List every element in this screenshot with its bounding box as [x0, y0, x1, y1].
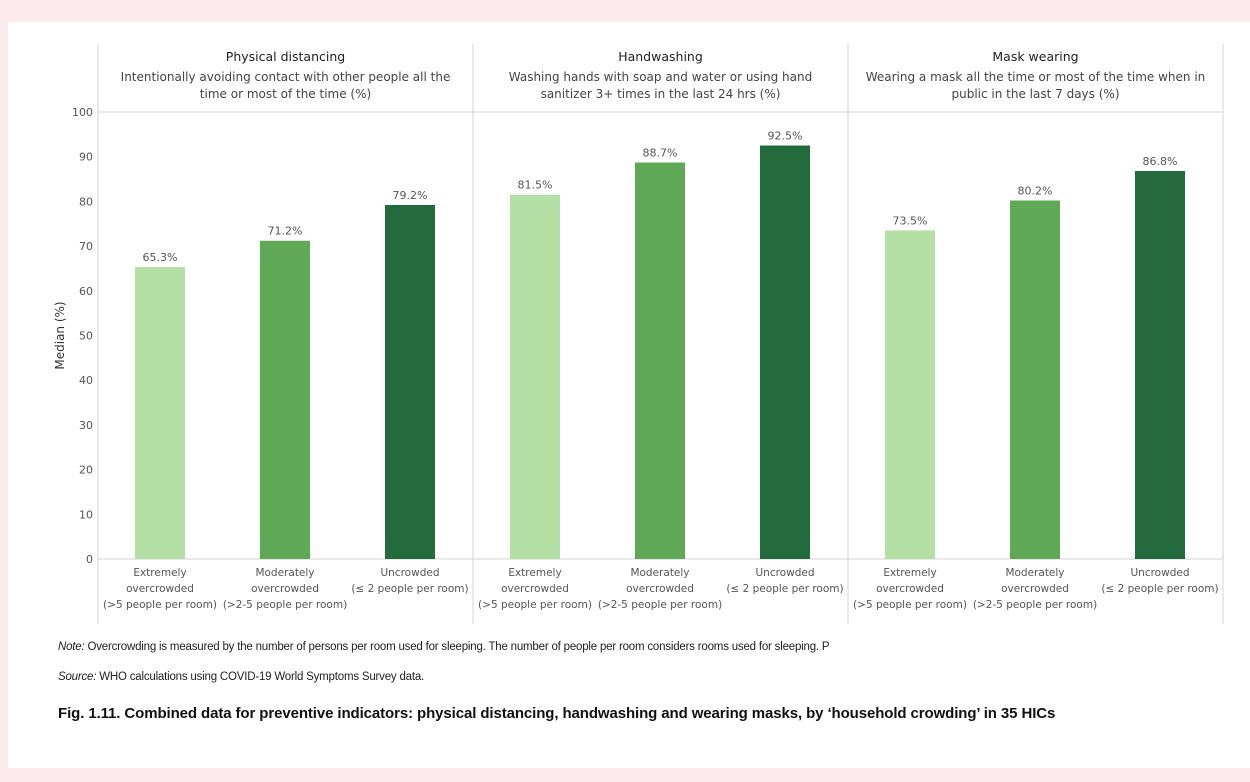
data-label: 88.7% [643, 147, 678, 160]
x-tick-label: (>5 people per room) [103, 599, 217, 611]
panel-title: Mask wearing [992, 49, 1078, 64]
data-label: 71.2% [268, 225, 303, 238]
panel-subtitle: public in the last 7 days (%) [952, 87, 1120, 101]
x-tick-label: Moderately [1005, 567, 1064, 579]
panel-title: Physical distancing [226, 49, 345, 64]
y-axis-label: Median (%) [53, 301, 67, 369]
panel-subtitle: Intentionally avoiding contact with othe… [121, 70, 451, 84]
x-tick-label: Uncrowded [380, 567, 439, 579]
x-tick-label: (>5 people per room) [853, 599, 967, 611]
data-label: 79.2% [393, 189, 428, 202]
bar [260, 240, 310, 559]
bar [1010, 200, 1060, 560]
x-tick-label: overcrowded [126, 583, 194, 595]
x-tick-label: (>2-5 people per room) [973, 599, 1097, 611]
panel-subtitle: sanitizer 3+ times in the last 24 hrs (%… [541, 87, 781, 101]
data-label: 80.2% [1018, 185, 1053, 198]
data-label: 65.3% [143, 251, 178, 264]
x-tick-label: (≤ 2 people per room) [726, 583, 843, 595]
x-tick-label: (≤ 2 people per room) [1101, 583, 1218, 595]
x-tick-label: Uncrowded [1130, 567, 1189, 579]
data-label: 92.5% [768, 130, 803, 143]
chart-card: 0 10 20 30 40 50 60 70 80 90 100 Median (%) Physical… [8, 22, 1250, 768]
y-tick-label: 60 [79, 285, 93, 298]
x-tick-label: Extremely [133, 567, 186, 579]
data-label: 73.5% [893, 214, 928, 227]
bar [760, 145, 810, 559]
note-text: Overcrowding is measured by the number o… [84, 641, 830, 653]
x-tick-label: Extremely [883, 567, 936, 579]
x-tick-label: Uncrowded [755, 567, 814, 579]
bar [135, 267, 185, 559]
figure-caption: Fig. 1.11. Combined data for preventive … [58, 705, 1056, 722]
panel-title: Handwashing [618, 49, 703, 64]
y-tick-label: 10 [79, 508, 93, 521]
bar [885, 230, 935, 559]
x-tick-label: Moderately [255, 567, 314, 579]
x-tick-label: overcrowded [1001, 583, 1069, 595]
y-tick-label: 80 [79, 195, 93, 208]
y-tick-label: 30 [79, 419, 93, 432]
panel-subtitle: Washing hands with soap and water or usi… [509, 70, 812, 84]
y-tick-label: 90 [79, 151, 93, 164]
x-tick-label: (>5 people per room) [478, 599, 592, 611]
bar [635, 162, 685, 560]
x-tick-label: Moderately [630, 567, 689, 579]
source: Source: WHO calculations using COVID-19 … [58, 671, 424, 683]
source-label: Source: [58, 671, 97, 683]
x-tick-label: Extremely [508, 567, 561, 579]
x-tick-label: (≤ 2 people per room) [351, 583, 468, 595]
bar [510, 194, 560, 559]
x-tick-label: overcrowded [876, 583, 944, 595]
bar-chart: 0 10 20 30 40 50 60 70 80 90 100 Median (%) Physical… [53, 44, 1224, 624]
x-tick-label: overcrowded [251, 583, 319, 595]
x-tick-label: (>2-5 people per room) [598, 599, 722, 611]
bar [385, 204, 435, 559]
data-label: 86.8% [1143, 155, 1178, 168]
panel-subtitle: time or most of the time (%) [200, 87, 371, 101]
source-text: WHO calculations using COVID-19 World Sy… [96, 671, 425, 683]
x-tick-label: (>2-5 people per room) [223, 599, 347, 611]
panel-subtitle: Wearing a mask all the time or most of t… [866, 70, 1206, 84]
y-tick-label: 100 [72, 106, 93, 119]
x-tick-label: overcrowded [501, 583, 569, 595]
y-tick-label: 50 [79, 330, 93, 343]
bar [1135, 171, 1185, 559]
note: Note: Overcrowding is measured by the nu… [58, 641, 830, 653]
y-tick-label: 0 [86, 553, 93, 566]
data-label: 81.5% [518, 179, 553, 192]
x-tick-label: overcrowded [626, 583, 694, 595]
note-label: Note: [58, 641, 85, 653]
y-tick-label: 20 [79, 464, 93, 477]
y-tick-label: 40 [79, 374, 93, 387]
y-tick-label: 70 [79, 240, 93, 253]
